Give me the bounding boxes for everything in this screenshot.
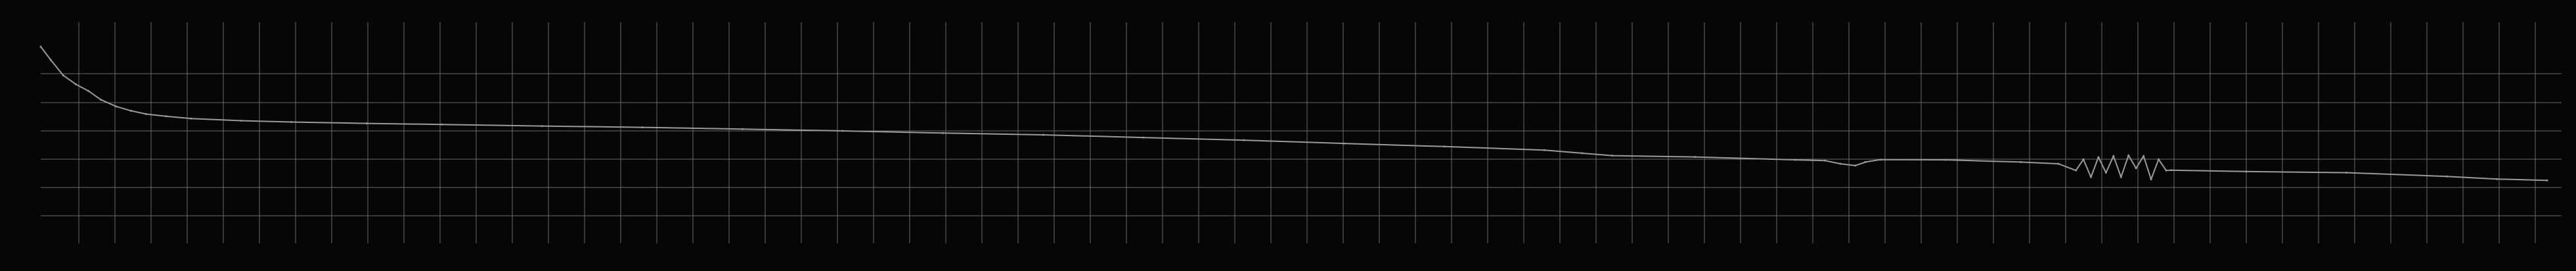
data-point (2245, 170, 2248, 173)
data-point (2075, 169, 2077, 172)
data-point (1944, 159, 1947, 161)
data-point (2112, 155, 2115, 157)
data-point (2143, 155, 2145, 157)
data-point (129, 109, 132, 112)
data-point (2345, 172, 2348, 174)
data-point (2057, 162, 2060, 165)
data-point (2135, 167, 2137, 170)
data-point (100, 99, 102, 101)
data-point (290, 121, 293, 123)
data-point (1611, 155, 1614, 157)
data-point (2496, 178, 2498, 180)
data-point (240, 120, 242, 122)
data-point (1694, 156, 1697, 159)
data-point (742, 128, 744, 130)
data-point (39, 45, 42, 48)
data-point (2158, 158, 2160, 160)
data-point (1243, 139, 1245, 141)
data-point (2082, 158, 2085, 160)
data-point (541, 125, 543, 128)
data-point (2170, 169, 2173, 172)
data-point (1879, 159, 1882, 161)
data-point (1824, 159, 1827, 162)
data-point (165, 115, 167, 118)
data-point (1581, 152, 1584, 155)
data-point (144, 112, 147, 115)
series-layer (39, 45, 2548, 182)
data-point (2090, 176, 2092, 178)
data-point (641, 126, 644, 129)
data-point (1854, 164, 1857, 167)
data-point (2165, 169, 2167, 172)
data-point (1543, 149, 1546, 151)
data-point (2546, 179, 2548, 182)
data-point (365, 122, 368, 125)
data-point (1839, 162, 1842, 165)
data-point (441, 123, 443, 126)
gridlines (41, 22, 2562, 243)
data-point (1794, 159, 1796, 161)
data-point (841, 130, 844, 132)
data-point (1443, 145, 1446, 148)
data-point (2120, 176, 2122, 178)
data-point (190, 117, 192, 120)
data-point (87, 89, 89, 92)
data-point (1042, 134, 1044, 136)
data-point (74, 83, 77, 86)
data-point (942, 132, 944, 134)
data-point (2445, 175, 2448, 178)
data-point (62, 74, 64, 77)
data-point (1142, 136, 1145, 139)
data-point (2150, 178, 2152, 181)
data-point (2104, 172, 2107, 174)
data-point (1343, 142, 1345, 145)
data-point (2020, 160, 2022, 163)
data-point (2097, 156, 2100, 159)
data-point (2127, 154, 2130, 157)
data-point (49, 59, 52, 61)
data-point (1864, 160, 1867, 163)
data-point (115, 105, 117, 108)
